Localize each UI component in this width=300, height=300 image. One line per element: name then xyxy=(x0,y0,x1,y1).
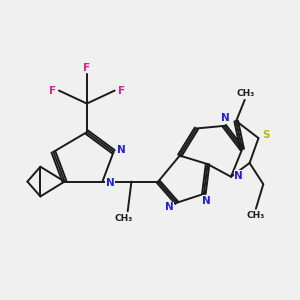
Text: N: N xyxy=(202,196,211,206)
Text: F: F xyxy=(118,85,125,96)
Text: F: F xyxy=(83,62,90,73)
Text: CH₃: CH₃ xyxy=(115,214,133,223)
Text: N: N xyxy=(165,202,174,212)
Text: N: N xyxy=(106,178,115,188)
Text: F: F xyxy=(49,85,56,96)
Text: S: S xyxy=(262,130,270,140)
Text: CH₃: CH₃ xyxy=(236,89,255,98)
Text: N: N xyxy=(221,113,230,123)
Text: CH₃: CH₃ xyxy=(247,211,265,220)
Text: N: N xyxy=(234,171,243,181)
Text: N: N xyxy=(117,145,126,155)
